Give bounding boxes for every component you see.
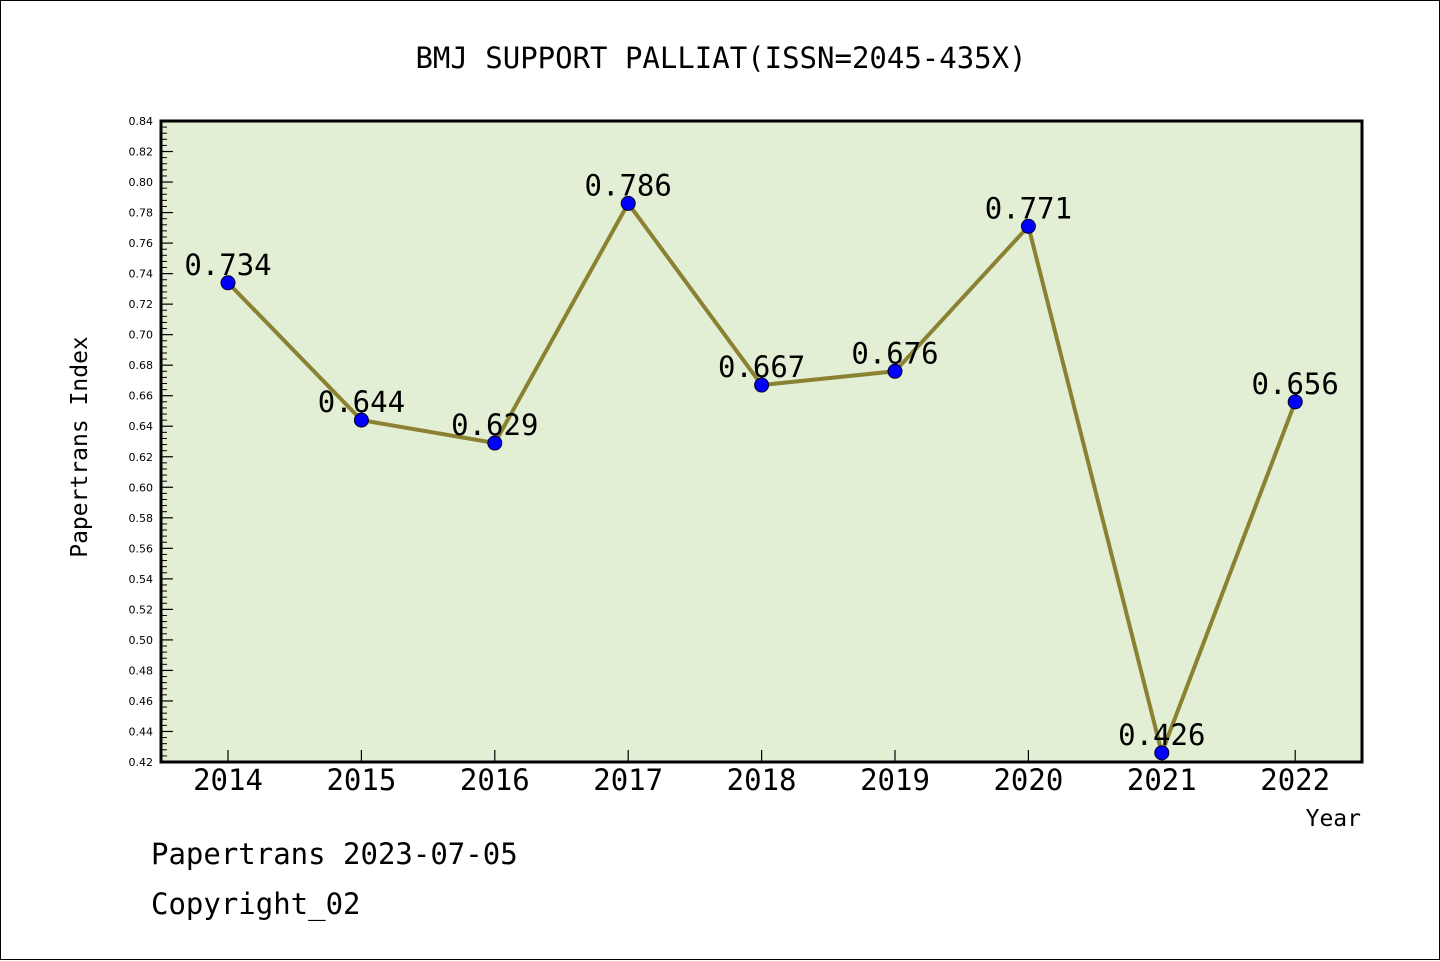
footer-date-line: Papertrans 2023-07-05 (151, 837, 518, 871)
y-tick-label: 0.82 (129, 146, 154, 159)
x-tick-label: 2018 (727, 763, 797, 797)
y-tick-label: 0.80 (129, 176, 154, 189)
x-axis-label: Year (1306, 806, 1361, 832)
data-point (1154, 745, 1170, 761)
data-point (1287, 394, 1303, 410)
y-tick-label: 0.44 (129, 725, 154, 738)
x-tick-label: 2016 (460, 763, 530, 797)
data-label: 0.771 (985, 191, 1072, 225)
y-tick-label: 0.64 (129, 420, 154, 433)
data-point (887, 363, 903, 379)
y-tick-label: 0.76 (129, 237, 154, 250)
y-tick-label: 0.46 (129, 695, 154, 708)
data-label: 0.629 (451, 408, 538, 442)
data-point (220, 275, 236, 291)
x-axis: 2014 2015 2016 2017 2018 2019 2020 2021 2022 (193, 750, 1330, 797)
y-tick-label: 0.52 (129, 603, 154, 616)
data-label: 0.676 (851, 336, 938, 370)
data-label: 0.644 (318, 385, 405, 419)
x-tick-label: 2021 (1127, 763, 1197, 797)
chart-title: BMJ SUPPORT PALLIAT(ISSN=2045-435X) (415, 41, 1026, 75)
plot-area (159, 119, 1364, 764)
y-tick-label: 0.58 (129, 512, 154, 525)
data-label: 0.667 (718, 350, 805, 384)
y-tick-label: 0.60 (129, 481, 154, 494)
y-axis: 0.42 0.44 0.46 0.48 0.50 0.52 0.54 0.56 0.58 0.60… (129, 115, 173, 769)
data-label: 0.734 (184, 248, 271, 282)
data-point (620, 195, 636, 211)
data-point (754, 377, 770, 393)
y-tick-label: 0.50 (129, 634, 154, 647)
y-tick-label: 0.56 (129, 542, 154, 555)
x-tick-label: 2017 (593, 763, 663, 797)
y-tick-label: 0.54 (129, 573, 154, 586)
y-tick-label: 0.78 (129, 207, 154, 220)
x-tick-label: 2020 (993, 763, 1063, 797)
x-tick-label: 2015 (326, 763, 396, 797)
x-tick-label: 2019 (860, 763, 930, 797)
y-tick-label: 0.72 (129, 298, 154, 311)
data-point (487, 435, 503, 451)
data-label: 0.656 (1252, 367, 1339, 401)
footer-copyright: Copyright_02 (151, 887, 361, 921)
y-tick-label: 0.74 (129, 268, 154, 281)
y-tick-label: 0.66 (129, 390, 154, 403)
y-axis-label: Papertrans Index (67, 336, 93, 558)
x-tick-label: 2022 (1260, 763, 1330, 797)
y-tick-label: 0.68 (129, 359, 154, 372)
data-label: 0.426 (1118, 718, 1205, 752)
y-tick-label: 0.48 (129, 664, 154, 677)
y-tick-label: 0.42 (129, 756, 154, 769)
y-tick-label: 0.70 (129, 329, 154, 342)
series-line-group: 0.734 0.644 0.629 0.786 0.667 0.676 0.771 0.426… (184, 168, 1339, 761)
x-tick-label: 2014 (193, 763, 263, 797)
y-tick-label: 0.62 (129, 451, 154, 464)
y-tick-label: 0.84 (129, 115, 154, 128)
data-point (353, 412, 369, 428)
data-label: 0.786 (585, 168, 672, 202)
data-point (1020, 218, 1036, 234)
